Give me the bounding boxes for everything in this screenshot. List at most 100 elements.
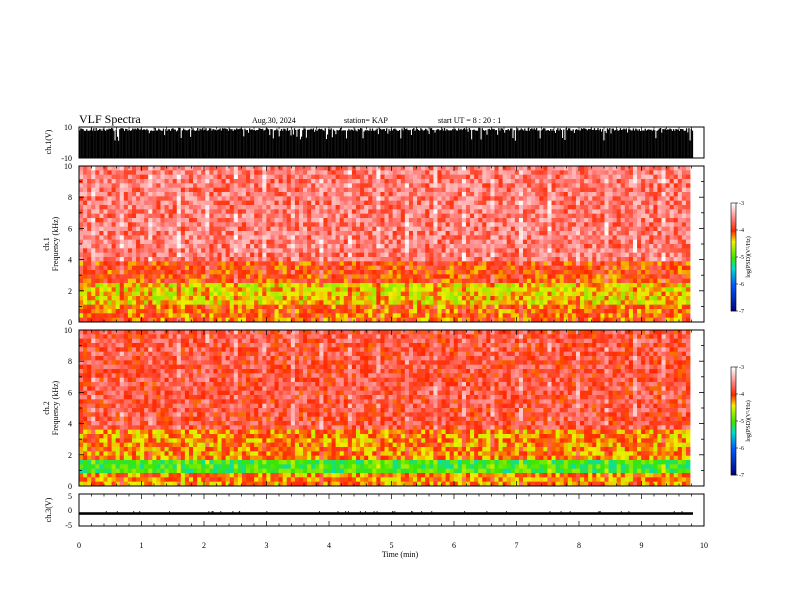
ch1-spectrogram-cell	[384, 200, 389, 206]
ch1-spectrogram-cell	[457, 244, 463, 249]
ch1-spectrogram-cell	[347, 218, 353, 223]
ch1-spectrogram-cell	[282, 235, 288, 241]
ch1-spectrogram-cell	[474, 278, 479, 284]
ch1-spectrogram-cell	[588, 179, 593, 184]
ch1-spectrogram-cell	[172, 183, 178, 189]
ch1-waveform-sample	[525, 130, 527, 158]
ch1-spectrogram-cell	[465, 218, 471, 223]
ch1-spectrogram-cell	[478, 226, 483, 232]
ch1-spectrogram-cell	[575, 187, 581, 193]
ch1-spectrogram-cell	[286, 244, 292, 249]
ch1-spectrogram-cell	[209, 170, 214, 176]
ch1-spectrogram-cell	[620, 231, 626, 236]
ch1-waveform-sample	[330, 128, 332, 158]
ch1-spectrogram-cell	[95, 291, 100, 297]
ch1-spectrogram-cell	[99, 244, 104, 249]
ch1-spectrogram-cell	[433, 252, 438, 258]
ch1-spectrogram-cell	[188, 183, 194, 189]
ch1-spectrogram-cell	[527, 226, 532, 232]
ch1-spectrogram-cell	[331, 222, 337, 228]
ch1-spectrogram-cell	[474, 257, 479, 262]
ch1-spectrogram-cell	[571, 179, 577, 184]
ch1-spectrogram-cell	[567, 244, 573, 249]
ch1-spectrogram-cell	[445, 209, 451, 215]
ch1-spectrogram-cell	[262, 222, 267, 228]
ch1-spectrogram-cell	[335, 213, 341, 219]
ch1-spectrogram-cell	[445, 239, 451, 245]
ch1-waveform-sample	[489, 129, 492, 158]
ch1-spectrogram-cell	[79, 222, 84, 228]
ch1-spectrogram-cell	[270, 235, 275, 241]
ch1-spectrogram-cell	[620, 235, 626, 241]
ch1-spectrogram-cell	[123, 278, 129, 284]
ch1-waveform-sample	[527, 128, 529, 158]
ch1-spectrogram-cell	[588, 183, 593, 189]
ch1-spectrogram-cell	[531, 183, 536, 189]
ch1-spectrogram-cell	[380, 200, 385, 206]
ch1-waveform-sample	[175, 131, 178, 158]
ch1-spectrogram-cell	[364, 283, 369, 288]
ch1-spectrogram-cell	[168, 226, 174, 232]
ch1-spectrogram-cell	[645, 192, 650, 197]
ch1-waveform-sample	[602, 129, 604, 158]
ch1-spectrogram-cell	[298, 278, 304, 284]
ch1-spectrogram-cell	[417, 278, 422, 284]
ch1-spectrogram-cell	[119, 196, 125, 202]
ch1-spectrogram-cell	[286, 257, 292, 262]
ch1-spectrogram-cell	[604, 205, 609, 210]
ch1-spectrogram-cell	[254, 244, 259, 249]
ch1-spectrogram-cell	[490, 270, 495, 275]
ch1-spectrogram-cell	[339, 265, 345, 271]
ch1-waveform-sample	[466, 128, 468, 158]
ch1-spectrogram-cell	[91, 192, 96, 197]
ch1-spectrogram-cell	[547, 244, 552, 249]
ch1-spectrogram-cell	[461, 174, 467, 180]
ch1-spectrogram-cell	[221, 252, 227, 258]
ch1-spectrogram-cell	[637, 170, 642, 176]
ch1-spectrogram-cell	[547, 166, 552, 171]
ch1-spectrogram-cell	[567, 209, 573, 215]
ch1-spectrogram-cell	[225, 278, 231, 284]
ch1-spectrogram-cell	[176, 235, 182, 241]
ch1-spectrogram-cell	[274, 205, 279, 210]
ch1-spectrogram-cell	[535, 192, 540, 197]
ch1-spectrogram-cell	[87, 270, 92, 275]
ch1-waveform-sample	[100, 129, 102, 158]
ch1-waveform-sample	[519, 129, 521, 158]
ch1-spectrogram-cell	[136, 226, 141, 232]
ch1-spectrogram-cell	[612, 183, 618, 189]
ch1-spectrogram-cell	[588, 192, 593, 197]
ch1-spectrogram-cell	[445, 244, 451, 249]
ch1-spectrogram-cell	[343, 278, 349, 284]
ch1-spectrogram-cell	[319, 174, 324, 180]
ch1-spectrogram-cell	[657, 187, 662, 193]
ch1-spectrogram-cell	[311, 261, 316, 267]
ch1-waveform-sample	[283, 128, 285, 158]
ch1-spectrogram-cell	[343, 218, 349, 223]
ch1-spectrogram-cell	[188, 287, 194, 293]
ch1-spectrogram-cell	[339, 196, 345, 202]
ch1-spectrogram-cell	[327, 226, 332, 232]
ch1-spectrogram-cell	[335, 283, 341, 288]
ch1-spectrogram-cell	[303, 183, 308, 189]
ch1-spectrogram-cell	[531, 213, 536, 219]
ch1-spectrogram-cell	[331, 235, 337, 241]
ch1-waveform-sample	[247, 132, 250, 158]
ch1-spectrogram-cell	[160, 248, 165, 254]
ch1-spectrogram-cell	[425, 257, 430, 262]
ch1-spectrogram-cell	[628, 183, 634, 189]
ch1-spectrogram-cell	[152, 200, 157, 206]
ch1-spectrogram-cell	[433, 200, 438, 206]
ch1-waveform-sample	[99, 128, 101, 158]
ch1-spectrogram-cell	[624, 205, 630, 210]
ch1-spectrogram-cell	[176, 226, 182, 232]
ch1-spectrogram-cell	[571, 187, 577, 193]
ch1-spectrogram-cell	[616, 283, 622, 288]
ch1-spectrogram-cell	[331, 166, 337, 171]
ch1-spectrogram-cell	[144, 231, 149, 236]
ch1-spectrogram-cell	[661, 257, 666, 262]
ch1-spectrogram-cell	[144, 222, 149, 228]
ch1-spectrogram-cell	[624, 187, 630, 193]
ch1-spectrogram-cell	[95, 235, 100, 241]
ch1-spectrogram-cell	[580, 252, 585, 258]
